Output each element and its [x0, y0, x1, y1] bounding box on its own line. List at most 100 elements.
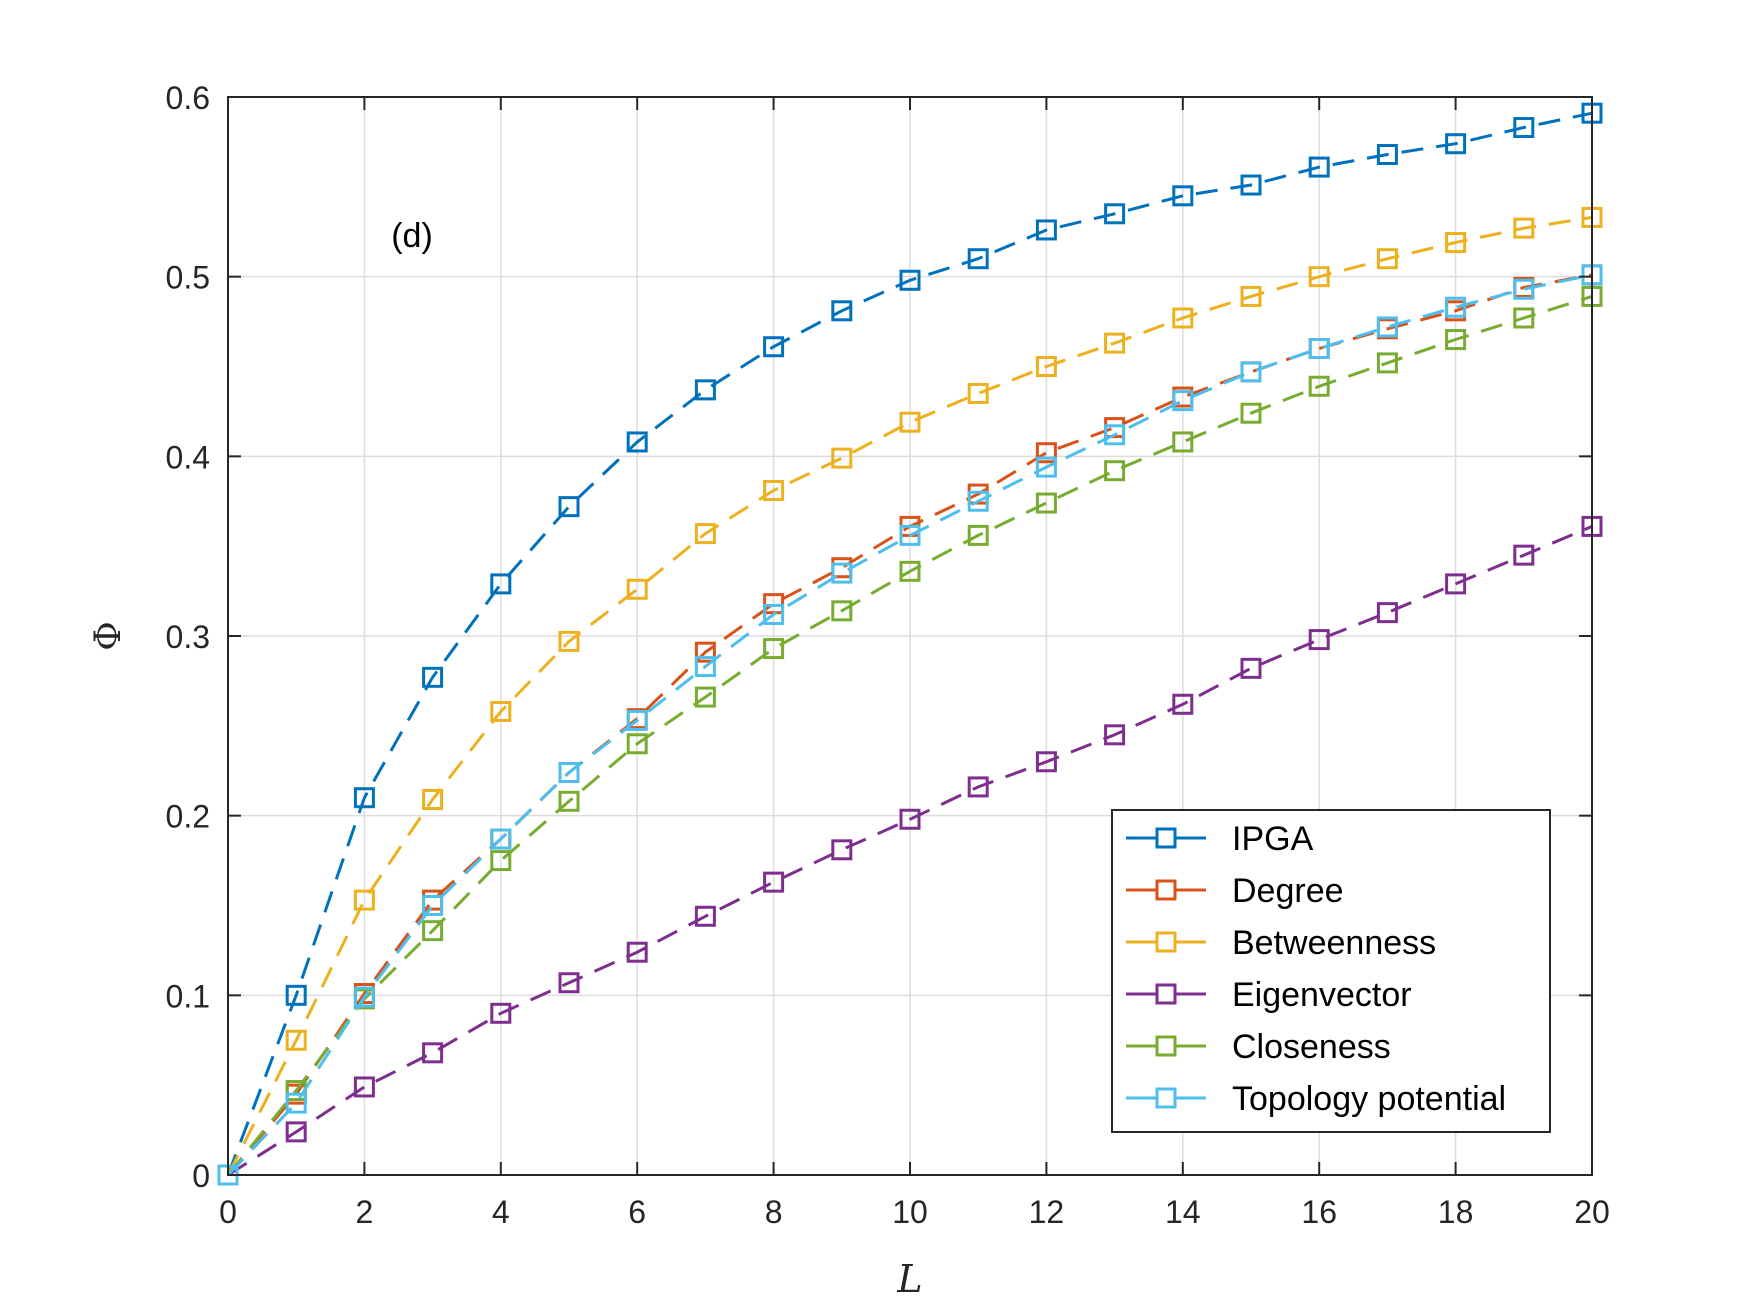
data-point-marker	[967, 382, 989, 404]
legend-item: Eigenvector	[1126, 976, 1412, 1014]
x-tick-label: 14	[1165, 1194, 1201, 1230]
x-tick-label: 0	[219, 1194, 237, 1230]
data-point-marker	[1104, 424, 1126, 446]
series-line	[226, 273, 1593, 1177]
data-point-marker	[1035, 442, 1057, 464]
data-point-marker	[831, 839, 853, 861]
legend-item: Betweenness	[1126, 924, 1436, 962]
legend-marker-swatch	[1155, 983, 1177, 1005]
series-line	[226, 215, 1593, 1176]
y-tick-label: 0	[192, 1158, 210, 1194]
data-point-marker	[1308, 338, 1330, 360]
x-tick-label: 12	[1029, 1194, 1065, 1230]
legend-marker-swatch	[1155, 1087, 1177, 1109]
data-point-marker	[1240, 402, 1262, 424]
data-point-marker	[967, 776, 989, 798]
data-point-marker	[1308, 266, 1330, 288]
data-point-marker	[1172, 431, 1194, 453]
data-point-marker	[1035, 751, 1057, 773]
data-point-marker	[353, 787, 375, 809]
data-point-marker	[1104, 203, 1126, 225]
legend-box	[1111, 809, 1551, 1133]
y-tick-label: 0.6	[166, 80, 210, 116]
y-tick-label: 0.4	[166, 439, 210, 475]
data-point-marker	[1445, 133, 1467, 155]
x-tick-label: 20	[1574, 1194, 1610, 1230]
data-point-marker	[285, 1121, 307, 1143]
data-point-marker	[831, 447, 853, 469]
series-eigenvector	[217, 515, 1603, 1186]
legend-item: Closeness	[1126, 1028, 1391, 1066]
x-axis-title: L	[896, 1257, 922, 1301]
data-point-marker	[1240, 285, 1262, 307]
data-point-marker	[1513, 278, 1535, 300]
data-point-marker	[763, 638, 785, 660]
axis-ticks	[227, 96, 1593, 1176]
data-point-marker	[1513, 544, 1535, 566]
data-point-marker	[831, 300, 853, 322]
data-point-marker	[899, 808, 921, 830]
data-point-marker	[1172, 693, 1194, 715]
series-line	[226, 294, 1593, 1176]
y-tick-label: 0.5	[166, 260, 210, 296]
data-point-marker	[1035, 492, 1057, 514]
x-tick-label: 10	[892, 1194, 928, 1230]
data-point-marker	[1376, 352, 1398, 374]
y-axis-title: Φ	[88, 621, 129, 651]
data-point-marker	[490, 850, 512, 872]
data-point-marker	[899, 560, 921, 582]
data-point-marker	[1376, 143, 1398, 165]
data-point-marker	[558, 972, 580, 994]
legend-label: Degree	[1232, 872, 1344, 910]
data-point-marker	[422, 920, 444, 942]
data-point-marker	[1376, 316, 1398, 338]
data-point-marker	[763, 871, 785, 893]
x-tick-label: 16	[1301, 1194, 1337, 1230]
data-point-marker	[285, 984, 307, 1006]
legend-marker-swatch	[1155, 1035, 1177, 1057]
data-point-marker	[694, 641, 716, 663]
x-tick-labels: 0 2 4 6 8 10 12 14 16 18 20	[219, 1194, 1610, 1230]
legend-label: Closeness	[1232, 1028, 1391, 1066]
data-point-marker	[1172, 390, 1194, 412]
y-tick-label: 0.1	[166, 978, 210, 1014]
data-point-marker	[626, 941, 648, 963]
data-point-marker	[626, 578, 648, 600]
data-point-marker	[967, 524, 989, 546]
data-point-marker	[899, 411, 921, 433]
data-point-marker	[490, 828, 512, 850]
data-point-marker	[490, 700, 512, 722]
data-point-marker	[763, 603, 785, 625]
data-point-marker	[694, 905, 716, 927]
x-tick-label: 4	[492, 1194, 510, 1230]
data-point-marker	[626, 431, 648, 453]
data-point-marker	[422, 895, 444, 916]
data-point-marker	[626, 733, 648, 755]
data-point-marker	[1308, 156, 1330, 178]
x-tick-label: 6	[628, 1194, 646, 1230]
data-point-marker	[353, 986, 375, 1008]
series-line	[227, 525, 1593, 1177]
legend: IPGA Degree Betweenness Eigenvector Closenes…	[1111, 809, 1551, 1133]
y-tick-label: 0.3	[166, 619, 210, 655]
data-point-marker	[1513, 117, 1535, 139]
data-point-marker	[1308, 629, 1330, 651]
data-point-marker	[1445, 232, 1467, 254]
data-point-marker	[899, 269, 921, 291]
data-point-marker	[353, 1076, 375, 1098]
data-point-marker	[694, 523, 716, 545]
data-point-marker	[558, 790, 580, 812]
data-point-marker	[1172, 185, 1194, 207]
panel-annotation: (d)	[391, 217, 433, 255]
data-point-marker	[831, 562, 853, 584]
data-point-marker	[1035, 356, 1057, 377]
data-point-marker	[1445, 296, 1467, 318]
data-point-marker	[1104, 332, 1126, 354]
data-point-marker	[967, 490, 989, 512]
data-point-marker	[1104, 724, 1126, 746]
data-point-marker	[1240, 657, 1262, 679]
data-point-marker	[1445, 573, 1467, 595]
data-point-marker	[1240, 361, 1262, 383]
legend-marker-swatch	[1155, 879, 1177, 901]
